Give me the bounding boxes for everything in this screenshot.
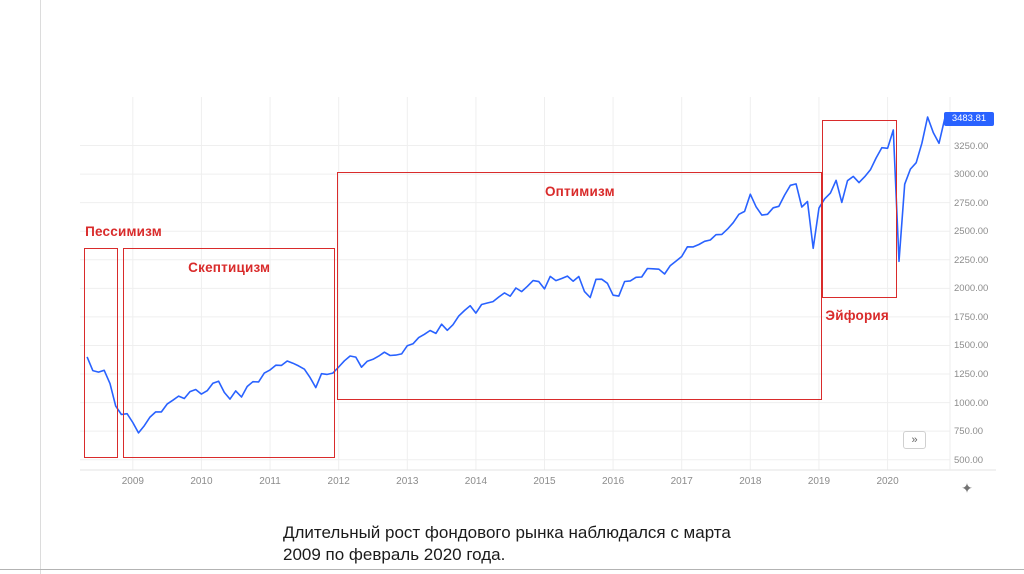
- price-axis-label: 2250.00: [954, 254, 989, 266]
- price-axis-label: 1250.00: [954, 369, 989, 381]
- time-axis-label: 2017: [670, 476, 693, 487]
- time-axis-label: 2014: [464, 476, 488, 487]
- annotation-label-optimism: Оптимизм: [544, 184, 615, 200]
- price-axis-label: 500.00: [954, 454, 984, 466]
- price-axis-label: 750.00: [954, 426, 984, 438]
- price-axis-label: 1000.00: [954, 397, 989, 409]
- last-price-badge: 3483.81: [944, 112, 994, 126]
- time-axis-label: 2020: [876, 476, 899, 487]
- time-axis-label: 2013: [396, 476, 419, 487]
- annotation-label-pessimism: Пессимизм: [85, 224, 162, 239]
- time-axis-label: 2009: [121, 476, 144, 487]
- price-axis-label: 3000.00: [954, 169, 989, 181]
- slide-caption: Длительный рост фондового рынка наблюдал…: [283, 523, 731, 565]
- annotation-box-optimism: Оптимизм: [337, 172, 823, 401]
- annotation-box-pessimism: Пессимизм: [84, 224, 162, 458]
- price-axis-label: 2500.00: [954, 226, 989, 238]
- time-axis-label: 2015: [533, 476, 556, 487]
- time-axis-label: 2018: [739, 476, 762, 487]
- four-point-star-icon[interactable]: ✦: [961, 480, 973, 496]
- annotation-box-euphoria: Эйфория: [822, 120, 898, 323]
- time-axis-label: 2019: [807, 476, 831, 487]
- time-axis-label: 2012: [327, 476, 350, 487]
- time-axis-label: 2011: [259, 476, 281, 487]
- time-axis-label: 2010: [190, 476, 213, 487]
- price-axis-label: 2750.00: [954, 197, 989, 209]
- price-axis-label: 1750.00: [954, 311, 989, 323]
- slide-bottom-border: [0, 569, 1024, 570]
- price-axis-label: 2000.00: [954, 283, 989, 295]
- price-line: [86, 116, 946, 434]
- slide-left-border: [40, 0, 41, 574]
- price-axis-label: 1500.00: [954, 340, 989, 352]
- annotation-box-skepticism: Скептицизм: [123, 248, 336, 458]
- annotation-label-skepticism: Скептицизм: [188, 260, 271, 275]
- annotation-label-euphoria: Эйфория: [825, 308, 889, 324]
- price-axis-label: 3250.00: [954, 140, 989, 152]
- time-axis-label: 2016: [601, 476, 625, 487]
- double-chevron-right-button[interactable]: »: [903, 431, 926, 449]
